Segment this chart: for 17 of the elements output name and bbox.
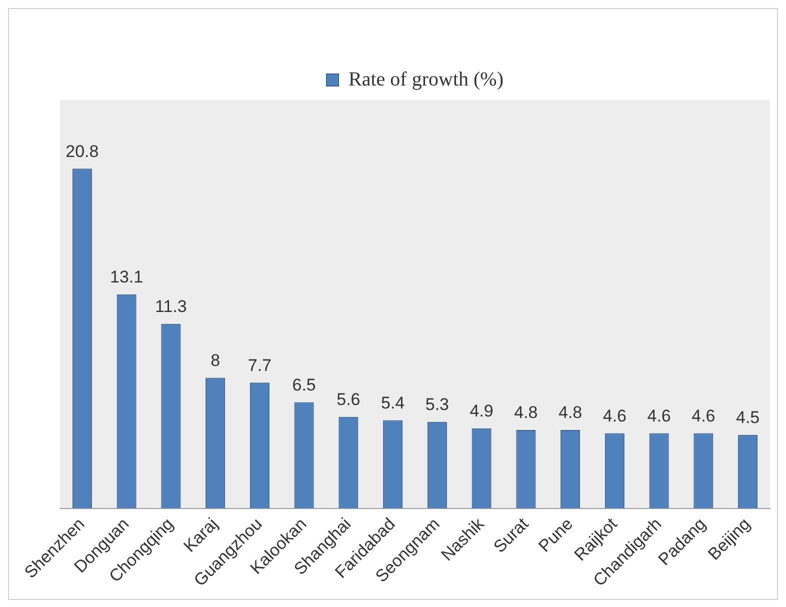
data-label: 5.3 — [425, 395, 450, 414]
data-label: 11.3 — [155, 297, 187, 316]
data-label: 6.5 — [292, 375, 316, 394]
data-label: 4.6 — [692, 406, 716, 426]
data-label: 4.8 — [514, 403, 538, 422]
data-label: 5.4 — [380, 393, 405, 412]
data-label: 8 — [210, 350, 220, 370]
data-label: 5.6 — [336, 390, 360, 410]
data-label: 4.8 — [558, 403, 582, 422]
data-label: 4.5 — [736, 408, 760, 428]
legend-label: Rate of growth (%) — [348, 68, 504, 90]
data-label: 4.6 — [602, 406, 627, 426]
data-label: 4.9 — [470, 402, 494, 421]
data-label: 7.7 — [248, 356, 272, 375]
data-label: 20.8 — [66, 142, 99, 161]
data-label: 13.1 — [110, 268, 144, 287]
data-label: 4.6 — [647, 406, 671, 426]
